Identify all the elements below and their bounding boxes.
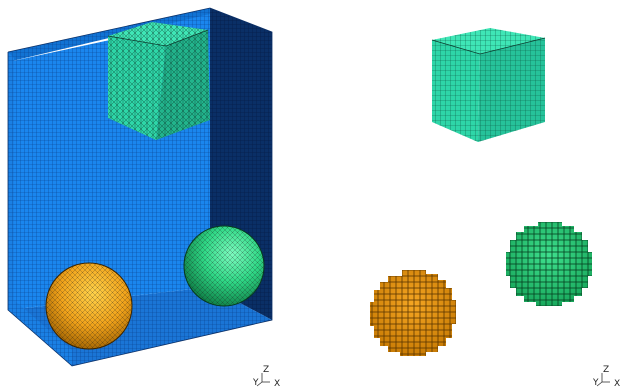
viewport-voxelized: Z X Y: [370, 28, 620, 389]
sphere-orange-tetra-mesh: [45, 262, 133, 350]
sphere-green-tetra-mesh: [183, 225, 265, 307]
axis-label-x: X: [614, 379, 620, 389]
axis-triad-right: Z X Y: [592, 365, 620, 389]
sphere-green-voxel: [506, 222, 592, 306]
axis-label-x: X: [274, 379, 280, 389]
axis-label-z: Z: [263, 365, 269, 375]
cube-voxel: [431, 28, 546, 142]
cube-tetra-mesh: [107, 22, 210, 140]
sphere-orange-voxel: [370, 270, 456, 356]
viewport-fine-mesh: Z X Y: [7, 7, 280, 389]
axis-label-z: Z: [603, 365, 609, 375]
axis-label-y: Y: [592, 378, 599, 388]
axis-label-y: Y: [252, 378, 259, 388]
axis-triad-left: Z X Y: [252, 365, 280, 389]
